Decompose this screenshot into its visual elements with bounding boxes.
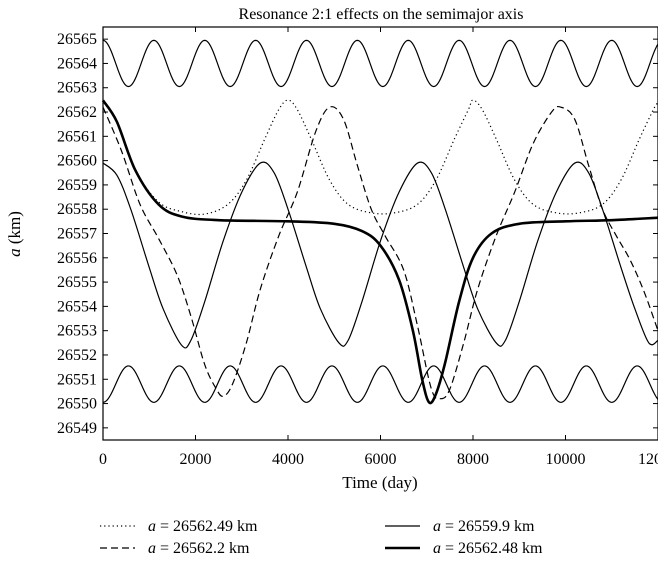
legend-label-value: = 26562.2 km xyxy=(156,540,250,557)
x-tick-label: 12000 xyxy=(638,451,658,468)
y-tick-label: 26554 xyxy=(57,298,97,315)
series-line-series-3 xyxy=(101,99,658,405)
y-tick-label: 26552 xyxy=(57,347,97,364)
plot-series xyxy=(101,39,658,405)
legend-label-symbol: a xyxy=(148,540,156,557)
x-tick-label: 8000 xyxy=(457,451,489,468)
y-tick-label: 26553 xyxy=(57,323,97,340)
legend-label-value: = 26562.48 km xyxy=(441,540,543,557)
chart-title: Resonance 2:1 effects on the semimajor a… xyxy=(239,6,524,23)
x-axis-label: Time (day) xyxy=(342,473,417,492)
x-tick-label: 10000 xyxy=(546,451,586,468)
y-axis-label-symbol: a xyxy=(5,248,24,257)
legend-label-value: = 26562.49 km xyxy=(156,518,258,535)
legend: a = 26562.49 kma = 26562.2 kma = 26559.9… xyxy=(100,518,543,557)
legend-label-symbol: a xyxy=(433,518,441,535)
series-line-series-2 xyxy=(102,161,658,349)
y-tick-label: 26556 xyxy=(57,250,97,267)
series-line-series-1 xyxy=(102,105,658,400)
x-tick-label: 6000 xyxy=(365,451,397,468)
x-tick-label: 0 xyxy=(99,451,107,468)
legend-label: a = 26559.9 km xyxy=(433,518,535,535)
x-axis: 0 2000 4000 6000 8000 10000 12000 xyxy=(99,27,658,468)
y-tick-label: 26563 xyxy=(57,80,97,97)
y-tick-label: 26560 xyxy=(57,153,97,170)
legend-label: a = 26562.49 km xyxy=(148,518,258,535)
legend-label-symbol: a xyxy=(148,518,156,535)
x-tick-label: 4000 xyxy=(272,451,304,468)
y-tick-label: 26564 xyxy=(57,55,97,72)
y-tick-label: 26559 xyxy=(57,177,97,194)
y-tick-label: 26551 xyxy=(57,371,97,388)
y-tick-label: 26558 xyxy=(57,201,97,218)
y-tick-label: 26561 xyxy=(57,128,97,145)
legend-label: a = 26562.48 km xyxy=(433,540,543,557)
series-line-series-0 xyxy=(102,99,658,216)
series-line-lower-oscillation xyxy=(102,365,658,403)
y-axis-label: a (km) xyxy=(5,211,24,257)
series-line-upper-oscillation xyxy=(102,39,658,88)
y-tick-label: 26550 xyxy=(57,396,97,413)
y-tick-label: 26565 xyxy=(57,31,97,48)
legend-label-value: = 26559.9 km xyxy=(441,518,535,535)
x-tick-label: 2000 xyxy=(180,451,212,468)
legend-label-symbol: a xyxy=(433,540,441,557)
plot-frame xyxy=(102,26,658,441)
y-tick-label: 26557 xyxy=(57,226,97,243)
legend-label: a = 26562.2 km xyxy=(148,540,250,557)
y-axis: 26549 26550 26551 26552 26553 26554 26555 26556… xyxy=(57,31,658,437)
y-tick-label: 26562 xyxy=(57,104,97,121)
y-tick-label: 26555 xyxy=(57,274,97,291)
y-axis-label-unit: (km) xyxy=(5,211,24,248)
y-tick-label: 26549 xyxy=(57,420,97,437)
